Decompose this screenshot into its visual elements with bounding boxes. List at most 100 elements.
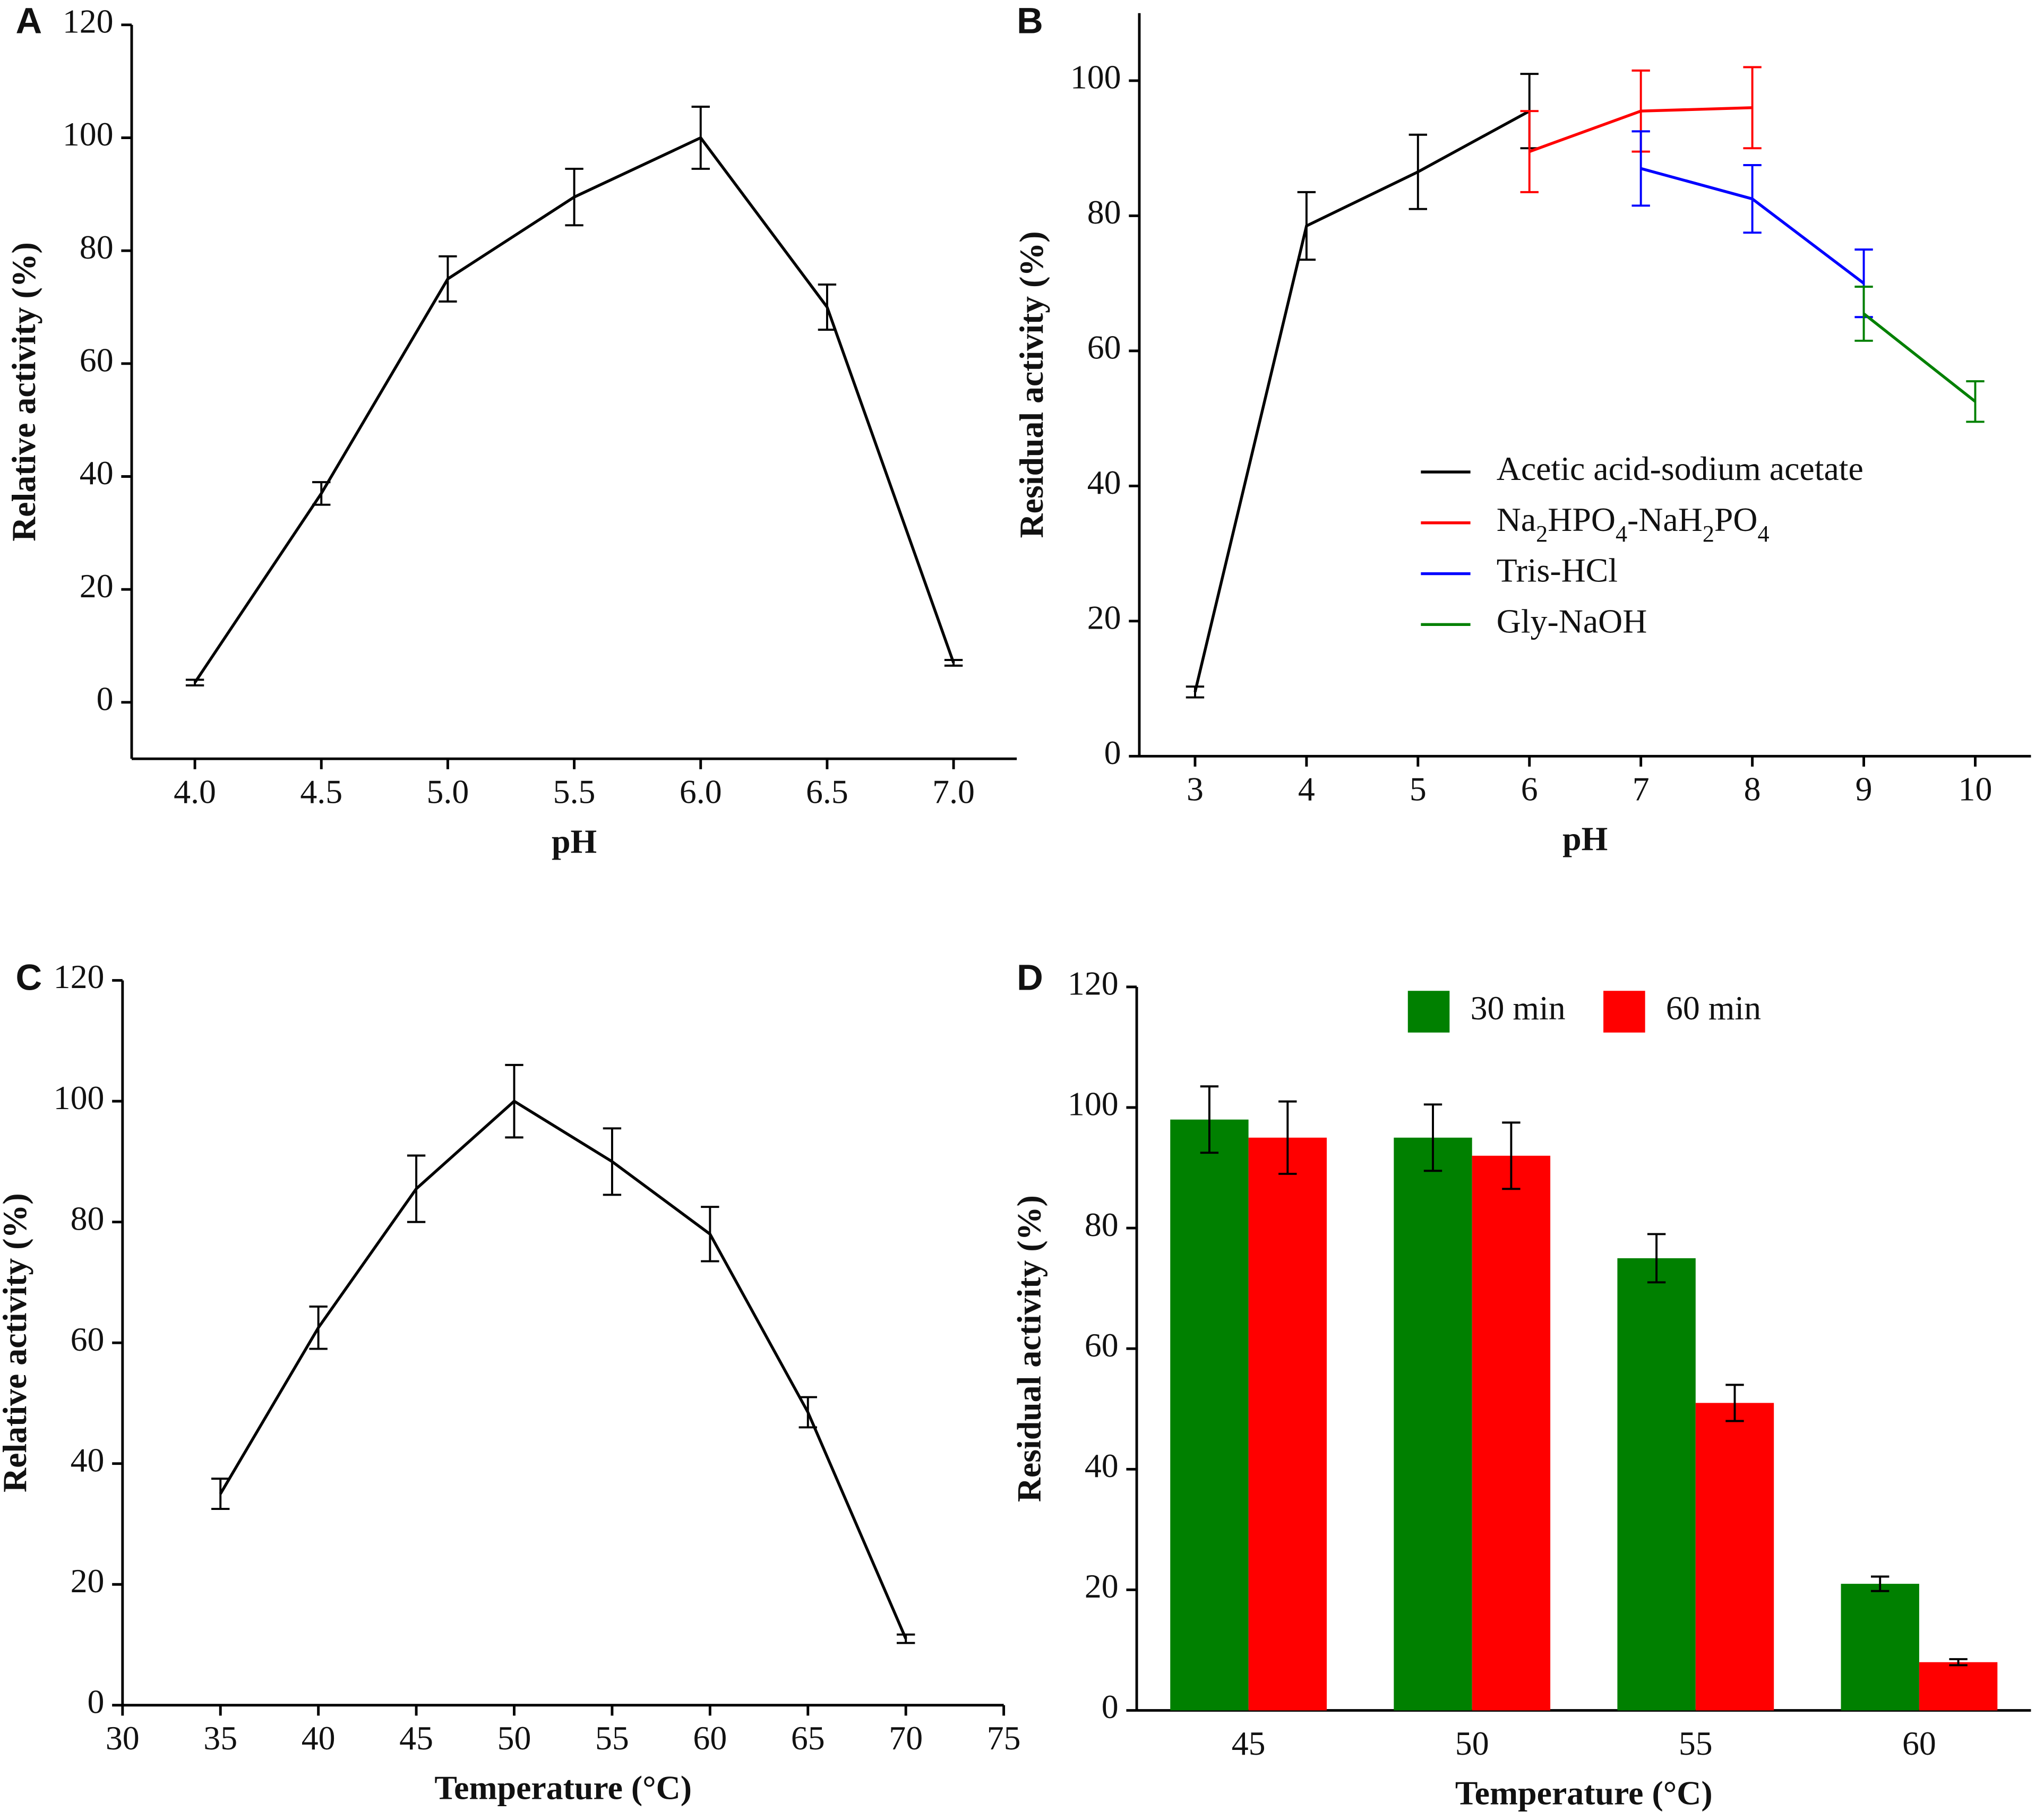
y-tick-label: 20 <box>1085 1567 1119 1605</box>
x-tick-label: 4.0 <box>174 773 216 811</box>
panel-label: C <box>15 957 42 998</box>
y-tick-label: 40 <box>71 1441 105 1479</box>
panel-label: A <box>15 1 42 41</box>
error-bar <box>505 1063 523 1139</box>
error-bar <box>1743 164 1762 234</box>
error-bar <box>944 659 963 667</box>
x-tick-label: 50 <box>1455 1724 1489 1762</box>
error-bar <box>1725 1384 1744 1422</box>
y-tick-label: 40 <box>1085 1447 1119 1484</box>
error-bar <box>1647 1233 1666 1284</box>
y-axis-label: Residual activity (%) <box>1010 1195 1047 1502</box>
panel-label: D <box>1017 957 1043 998</box>
bar <box>1919 1662 1998 1711</box>
error-bar <box>1278 1100 1297 1175</box>
error-bar <box>798 1396 817 1429</box>
error-bar <box>603 1127 622 1196</box>
error-bar <box>439 255 457 303</box>
x-tick-label: 45 <box>1232 1724 1266 1762</box>
x-tick-label: 45 <box>399 1719 433 1757</box>
x-tick-label: 5.5 <box>553 773 596 811</box>
x-axis-label: Temperature (°C) <box>1455 1774 1713 1812</box>
x-tick-label: 5.0 <box>427 773 469 811</box>
error-bar <box>701 1206 719 1263</box>
error-bar <box>309 1305 328 1350</box>
y-tick-label: 100 <box>63 115 114 153</box>
x-tick-label: 4 <box>1298 770 1315 808</box>
error-bar <box>407 1154 426 1223</box>
legend-swatch <box>1603 991 1645 1033</box>
error-bar <box>565 168 583 227</box>
x-tick-label: 35 <box>203 1719 237 1757</box>
line <box>219 1099 907 1639</box>
error-bar <box>897 1633 915 1644</box>
x-tick-label: 6.0 <box>680 773 722 811</box>
x-tick-label: 65 <box>791 1719 825 1757</box>
bar <box>1248 1137 1327 1711</box>
panel-label: B <box>1017 1 1043 41</box>
error-bar <box>1423 1103 1442 1172</box>
error-bar <box>1966 380 1985 423</box>
x-tick-label: 55 <box>1679 1724 1713 1762</box>
y-tick-label: 120 <box>1068 965 1119 1002</box>
bar <box>1841 1584 1919 1711</box>
error-bar <box>818 283 837 331</box>
x-tick-label: 6.5 <box>806 773 848 811</box>
bar <box>1472 1155 1551 1711</box>
legend-label: Acetic acid-sodium acetate <box>1497 450 1863 487</box>
legend-label: 60 min <box>1666 989 1761 1027</box>
y-tick-label: 80 <box>71 1199 105 1237</box>
bar <box>1394 1137 1472 1711</box>
line <box>1193 109 1531 693</box>
y-tick-label: 60 <box>80 341 114 379</box>
y-tick-label: 0 <box>1102 1688 1119 1725</box>
error-bar <box>1743 66 1762 150</box>
error-bar <box>1502 1121 1521 1190</box>
x-tick-label: 60 <box>1902 1724 1936 1762</box>
y-tick-label: 100 <box>1070 58 1121 96</box>
x-axis-label: pH <box>1562 820 1608 857</box>
x-tick-label: 5 <box>1410 770 1427 808</box>
bar <box>1170 1119 1249 1711</box>
y-tick-label: 40 <box>1087 463 1121 501</box>
y-axis-label: Residual activity (%) <box>1012 231 1050 538</box>
error-bar <box>1854 286 1873 342</box>
x-tick-label: 75 <box>987 1719 1021 1757</box>
x-tick-label: 3 <box>1187 770 1204 808</box>
error-bar <box>1949 1658 1968 1667</box>
legend-label: Na2HPO4-NaH2PO4 <box>1497 500 1770 546</box>
y-tick-label: 20 <box>80 567 114 605</box>
y-tick-label: 20 <box>71 1562 105 1600</box>
legend-label: 30 min <box>1471 989 1566 1027</box>
legend-swatch <box>1407 991 1450 1033</box>
x-tick-label: 6 <box>1521 770 1538 808</box>
y-axis-label: Relative activity (%) <box>5 242 42 542</box>
y-axis-label: Relative activity (%) <box>0 1193 33 1492</box>
error-bar <box>1297 191 1316 261</box>
error-bar <box>1186 685 1205 699</box>
y-tick-label: 80 <box>1085 1206 1119 1243</box>
y-tick-label: 120 <box>54 958 105 995</box>
y-tick-label: 100 <box>1068 1085 1119 1123</box>
x-tick-label: 7 <box>1633 770 1650 808</box>
y-tick-label: 20 <box>1087 598 1121 636</box>
x-tick-label: 55 <box>595 1719 629 1757</box>
y-tick-label: 60 <box>71 1320 105 1358</box>
y-tick-label: 100 <box>54 1079 105 1117</box>
y-tick-label: 0 <box>88 1682 105 1720</box>
y-tick-label: 60 <box>1085 1326 1119 1364</box>
x-tick-label: 4.5 <box>300 773 342 811</box>
error-bar <box>1631 130 1650 207</box>
bar <box>1617 1258 1696 1711</box>
y-tick-label: 60 <box>1087 329 1121 366</box>
x-tick-label: 70 <box>889 1719 923 1757</box>
x-tick-label: 8 <box>1744 770 1761 808</box>
x-axis-label: Temperature (°C) <box>434 1769 692 1806</box>
error-bar <box>691 106 710 170</box>
legend-label: Tris-HCl <box>1497 551 1618 589</box>
x-axis-label: pH <box>552 822 597 860</box>
error-bar <box>185 679 204 686</box>
x-tick-label: 7.0 <box>932 773 975 811</box>
error-bar <box>1871 1575 1890 1592</box>
